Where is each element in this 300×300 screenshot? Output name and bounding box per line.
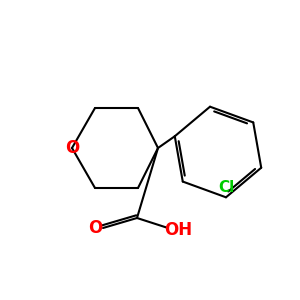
Text: O: O (65, 139, 79, 157)
Text: Cl: Cl (218, 180, 234, 195)
Text: OH: OH (164, 221, 192, 239)
Text: O: O (88, 219, 102, 237)
